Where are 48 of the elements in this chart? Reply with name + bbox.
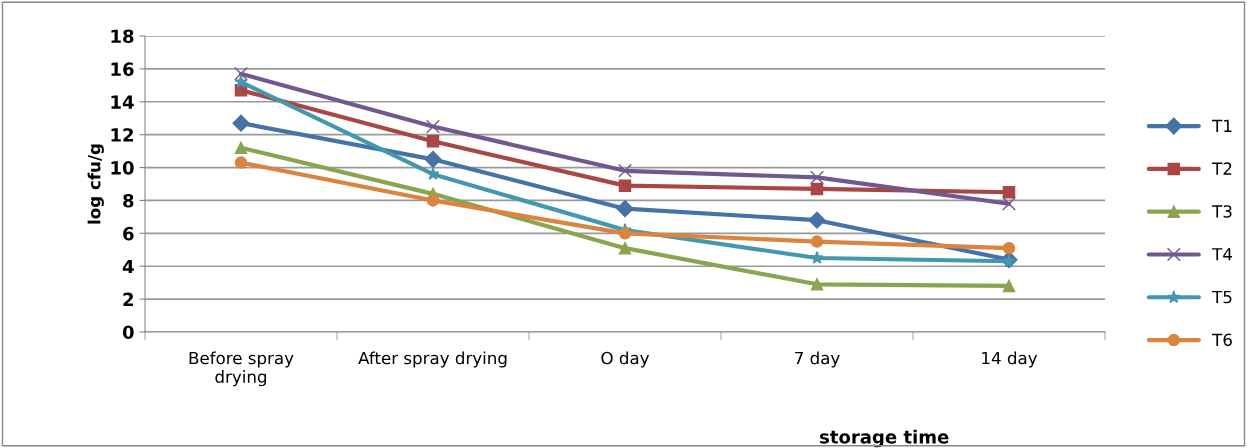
legend-label: T3	[1212, 205, 1232, 218]
point	[810, 235, 824, 248]
point	[232, 114, 250, 132]
y-tick-label: 10	[111, 161, 134, 175]
point	[234, 156, 248, 169]
point	[424, 150, 442, 168]
point	[1002, 279, 1016, 293]
point	[810, 182, 824, 196]
y-tick-label: 2	[123, 292, 134, 306]
y-tick-label: 0	[122, 325, 134, 340]
y-tick-label: 14	[111, 95, 134, 109]
legend-label: T2	[1212, 162, 1232, 175]
point	[616, 200, 634, 218]
legend-label: T6	[1212, 333, 1232, 347]
legend-label: T4	[1212, 248, 1232, 261]
point	[426, 167, 440, 180]
point	[618, 227, 632, 240]
x-tick-label: 14 day	[982, 351, 1038, 368]
x-tick-label: O day	[601, 351, 650, 368]
point	[810, 251, 824, 264]
y-tick-label: 4	[122, 259, 134, 274]
point	[618, 179, 632, 192]
point	[234, 66, 248, 81]
point	[618, 241, 632, 255]
y-tick-label: 12	[111, 128, 134, 142]
x-tick-label: Before spray drying	[189, 351, 294, 387]
point	[1002, 185, 1016, 199]
point	[618, 163, 632, 178]
point	[234, 141, 248, 155]
point	[808, 211, 826, 229]
x-tick-label: After spray drying	[358, 351, 507, 368]
y-axis-title: log cfu/g	[87, 144, 104, 224]
point	[234, 75, 248, 88]
y-tick-label: 6	[123, 226, 134, 241]
point	[1002, 241, 1016, 255]
point	[426, 119, 440, 134]
y-tick-label: 18	[111, 29, 134, 44]
point	[426, 194, 440, 207]
point	[1002, 196, 1016, 211]
x-tick-label: 7 day	[795, 351, 840, 368]
legend-label: T1	[1212, 119, 1232, 132]
point	[426, 134, 440, 148]
legend-label: T5	[1212, 290, 1232, 304]
point	[810, 278, 824, 291]
x-axis-title: storage time	[820, 429, 949, 448]
point	[810, 170, 824, 185]
y-tick-label: 16	[111, 62, 134, 77]
y-tick-label: 8	[123, 193, 134, 208]
